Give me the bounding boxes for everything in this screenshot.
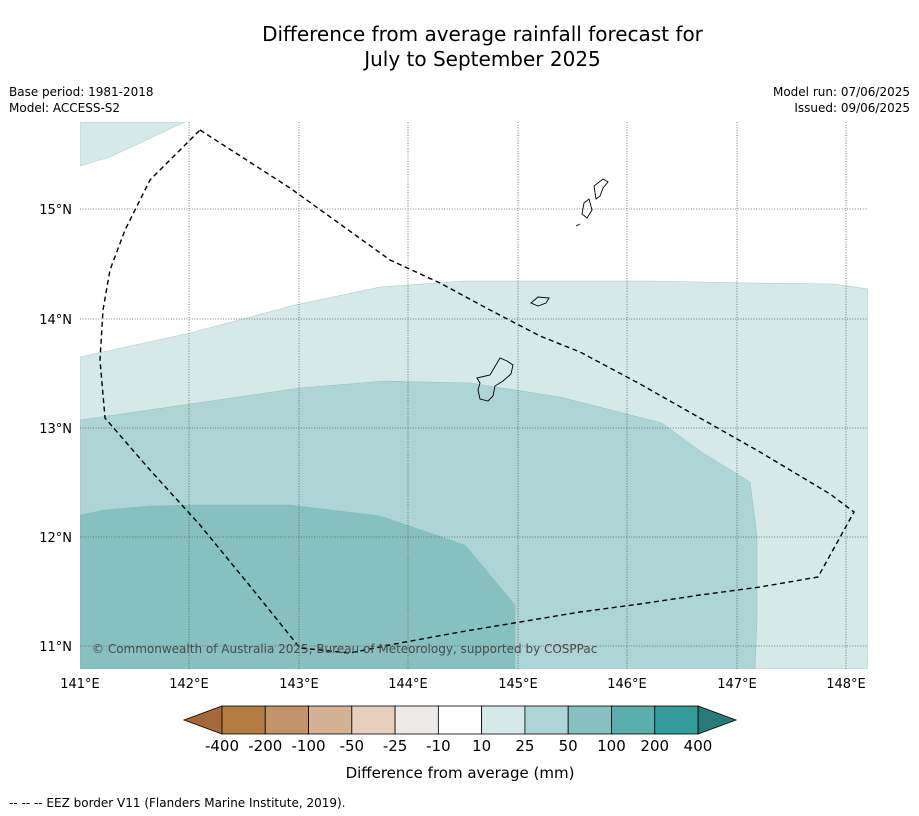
colorbar-swatch-10 <box>654 705 699 735</box>
meta-right: Model run: 07/06/2025 Issued: 09/06/2025 <box>773 84 910 116</box>
lon-label-141: 141°E <box>60 677 100 692</box>
tinian-island <box>581 198 593 219</box>
copyright-text: © Commonwealth of Australia 2025, Bureau… <box>92 642 597 656</box>
rainfall-contours <box>80 122 868 669</box>
colorbar-extend-low <box>182 705 223 735</box>
colorbar-tick-6: 10 <box>472 737 491 755</box>
lat-tick-labels: 11°N 12°N 13°N 14°N 15°N <box>39 203 72 655</box>
base-period-text: Base period: 1981-2018 <box>9 85 154 99</box>
lat-label-15: 15°N <box>39 203 72 218</box>
lon-label-142: 142°E <box>169 677 209 692</box>
lon-tick-labels: 141°E 142°E 143°E 144°E 145°E 146°E 147°… <box>60 677 866 692</box>
lon-label-146: 146°E <box>607 677 647 692</box>
lon-label-144: 144°E <box>388 677 428 692</box>
colorbar-swatch-9 <box>611 705 656 735</box>
rota-island <box>530 296 550 307</box>
colorbar-tick-2: -100 <box>292 737 326 755</box>
colorbar-tick-0: -400 <box>205 737 239 755</box>
colorbar: -400 -200 -100 -50 -25 -10 10 25 50 100 200 400 <box>182 705 738 755</box>
lon-label-143: 143°E <box>279 677 319 692</box>
colorbar-swatch-0 <box>221 705 266 735</box>
colorbar-tick-7: 25 <box>515 737 534 755</box>
map-title: Difference from average rainfall forecas… <box>0 22 919 72</box>
colorbar-swatch-7 <box>524 705 569 735</box>
colorbar-swatch-4 <box>394 705 439 735</box>
guam-island <box>476 357 514 402</box>
saipan-island <box>593 178 609 200</box>
colorbar-extend-high <box>697 705 738 735</box>
colorbar-swatch-1 <box>264 705 309 735</box>
contour-10-25-top-left <box>80 122 186 167</box>
colorbar-swatch-2 <box>308 705 353 735</box>
colorbar-label: Difference from average (mm) <box>346 764 575 782</box>
colorbar-swatch-3 <box>351 705 396 735</box>
colorbar-tick-9: 100 <box>597 737 626 755</box>
lat-label-12: 12°N <box>39 531 72 546</box>
colorbar-tick-11: 400 <box>684 737 713 755</box>
title-line-1: Difference from average rainfall forecas… <box>262 22 703 46</box>
issued-text: Issued: 09/06/2025 <box>794 101 910 115</box>
colorbar-tick-5: -10 <box>426 737 451 755</box>
eez-footnote: -- -- -- EEZ border V11 (Flanders Marine… <box>9 796 346 810</box>
colorbar-tick-4: -25 <box>383 737 408 755</box>
meta-left: Base period: 1981-2018 Model: ACCESS-S2 <box>9 84 154 116</box>
colorbar-swatch-5 <box>437 705 483 735</box>
colorbar-tick-1: -200 <box>248 737 282 755</box>
lat-label-13: 13°N <box>39 422 72 437</box>
lat-label-11: 11°N <box>39 640 72 655</box>
model-text: Model: ACCESS-S2 <box>9 101 121 115</box>
lon-label-147: 147°E <box>717 677 757 692</box>
lon-label-145: 145°E <box>498 677 538 692</box>
colorbar-swatch-6 <box>481 705 526 735</box>
aguijan-island <box>575 223 581 227</box>
model-run-text: Model run: 07/06/2025 <box>772 85 910 99</box>
lon-label-148: 148°E <box>826 677 866 692</box>
gridlines <box>80 122 868 669</box>
colorbar-tick-10: 200 <box>640 737 669 755</box>
colorbar-swatch-8 <box>567 705 612 735</box>
colorbar-tick-8: 50 <box>559 737 578 755</box>
lat-label-14: 14°N <box>39 313 72 328</box>
title-line-2: July to September 2025 <box>364 47 601 71</box>
islands <box>476 178 609 402</box>
colorbar-tick-3: -50 <box>340 737 365 755</box>
